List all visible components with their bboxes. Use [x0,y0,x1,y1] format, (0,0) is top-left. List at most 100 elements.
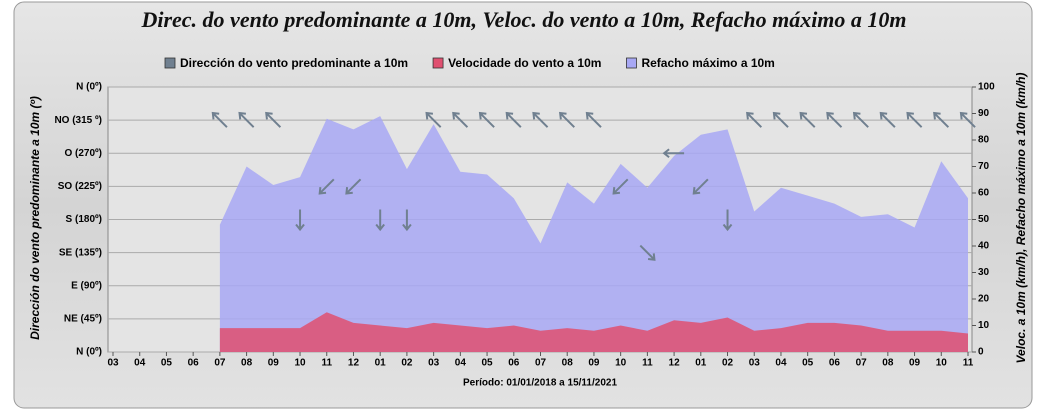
wind-arrow [692,178,709,195]
y-tick-label: SE (135º) [59,247,102,258]
x-tick-label: 07 [856,358,868,369]
y2-tick-label: 80 [978,135,990,146]
x-tick-label: 10 [294,358,306,369]
x-tick-label: 12 [669,358,681,369]
arrow-shape [559,111,575,128]
arrow-shape [532,111,549,128]
wind-arrow [852,111,869,128]
wind-arrow [799,111,816,128]
arrow-shape [452,111,469,128]
arrow-shape [639,244,656,261]
y2-tick-label: 100 [978,82,995,93]
y2-tick-label: 50 [978,214,990,225]
y2-tick-label: 60 [978,188,990,199]
arrow-shape [425,111,442,128]
arrow-shape [612,178,629,195]
x-axis-label: Período: 01/01/2018 a 15/11/2021 [463,378,617,389]
wind-arrow [612,178,629,195]
x-tick-label: 05 [802,358,814,369]
x-tick-label: 12 [348,358,360,369]
legend-swatch [432,57,444,69]
x-tick-label: 06 [829,358,841,369]
x-tick-label: 11 [642,358,653,369]
y-tick-label: NO (315 º) [54,115,102,126]
arrow-shape [959,111,976,128]
x-tick-label: 05 [161,358,173,369]
wind-arrow [211,111,228,128]
x-tick-label: 11 [321,358,332,369]
wind-arrow [585,111,602,128]
x-tick-label: 02 [401,358,413,369]
x-tick-label: 03 [428,358,440,369]
x-tick-label: 07 [535,358,547,369]
legend-swatch [626,57,637,69]
x-tick-label: 06 [188,358,200,369]
x-tick-label: 09 [909,358,921,369]
y-tick-label: E (90º) [71,280,102,291]
wind-arrow [826,111,843,128]
y2-tick-label: 70 [978,161,990,172]
wind-arrow [265,111,282,128]
y2-tick-label: 90 [978,108,990,119]
x-tick-label: 01 [695,358,707,369]
y2-axis-label: Veloc. a 10m (km/h), Refacho máximo a 10… [1014,73,1028,364]
y-tick-label: SO (225º) [58,181,102,192]
wind-arrow [559,111,575,128]
wind-arrow [238,111,255,128]
arrow-shape [746,111,763,128]
y-tick-label: O (270º) [64,148,102,159]
chart-title: Direc. do vento predominante a 10m, Velo… [140,7,906,32]
wind-arrow [425,111,442,128]
y-tick-label: S (180º) [66,214,102,225]
y-tick-label: N (0º) [76,347,102,358]
arrow-shape [505,111,522,128]
x-tick-label: 11 [963,358,974,369]
wind-arrow [959,111,976,128]
wind-arrow [906,111,923,128]
legend-label: Refacho máximo a 10m [641,56,774,70]
y-axis-label: Dirección do vento predominante a 10m (º… [28,96,42,340]
wind-arrow [879,111,896,128]
y2-tick-label: 40 [978,241,990,252]
x-tick-label: 08 [562,358,574,369]
wind-arrow [345,178,362,195]
wind-arrow [295,209,305,232]
wind-arrow [746,111,763,128]
wind-arrow [662,148,685,159]
y2-tick-label: 10 [978,320,990,331]
wind-arrow [452,111,469,128]
arrow-shape [772,111,789,128]
arrow-shape [265,111,282,128]
y-tick-label: N (0º) [76,82,102,93]
arrow-shape [722,209,733,232]
x-tick-label: 08 [241,358,253,369]
legend-label: Velocidade do vento a 10m [448,56,601,70]
wind-arrow [772,111,789,128]
x-tick-label: 02 [722,358,734,369]
arrow-shape [692,178,709,195]
x-tick-label: 09 [268,358,280,369]
arrow-shape [478,111,495,128]
y-tick-label: NE (45º) [64,314,102,325]
wind-arrow [318,178,335,195]
x-tick-label: 08 [882,358,894,369]
arrow-shape [879,111,896,128]
area [219,116,968,353]
arrow-shape [852,111,869,128]
arrow-shape [933,111,950,128]
arrow-shape [345,178,362,195]
wind-arrow [478,111,495,128]
x-tick-label: 10 [615,358,627,369]
wind-arrow [933,111,950,128]
x-tick-label: 01 [375,358,387,369]
x-tick-label: 04 [134,358,146,369]
x-tick-label: 06 [508,358,520,369]
wind-arrow [505,111,522,128]
y2-tick-label: 20 [978,294,990,305]
y2-tick-label: 30 [978,267,990,278]
x-tick-label: 04 [455,358,467,369]
arrow-shape [238,111,255,128]
arrow-shape [799,111,816,128]
arrow-shape [662,148,685,159]
